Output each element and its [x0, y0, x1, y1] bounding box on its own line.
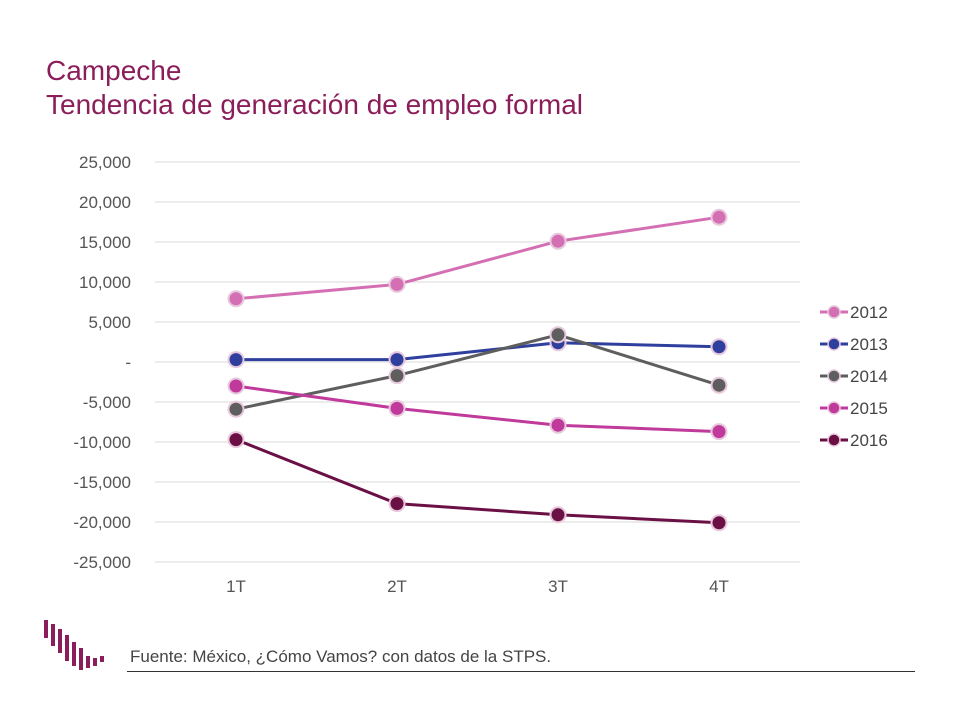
x-tick-label: 2T — [387, 577, 407, 596]
x-tick-label: 3T — [548, 577, 568, 596]
y-tick-label: -20,000 — [73, 513, 131, 532]
data-point-2014 — [388, 367, 406, 385]
data-point-2015 — [227, 377, 245, 395]
data-point-2012 — [227, 290, 245, 308]
series-line-2015 — [235, 384, 720, 434]
data-point-2014 — [227, 400, 245, 418]
data-point-2012 — [710, 208, 728, 226]
y-tick-label: 15,000 — [79, 233, 131, 252]
data-point-2015 — [388, 399, 406, 417]
title-line-2: Tendencia de generación de empleo formal — [46, 89, 584, 120]
y-tick-label: 5,000 — [88, 313, 131, 332]
series-line-2012 — [235, 215, 720, 301]
logo-icon — [44, 620, 104, 670]
y-tick-label: -15,000 — [73, 473, 131, 492]
data-point-2014 — [549, 326, 567, 344]
legend-label-2015: 2015 — [850, 399, 888, 418]
legend-swatch-marker — [827, 305, 841, 319]
legend-label-2012: 2012 — [850, 303, 888, 322]
legend-label-2013: 2013 — [850, 335, 888, 354]
data-point-2012 — [549, 232, 567, 250]
legend-swatch-marker — [827, 337, 841, 351]
y-tick-label: - — [125, 353, 131, 372]
x-tick-label: 4T — [709, 577, 729, 596]
y-tick-label: 10,000 — [79, 273, 131, 292]
data-point-2016 — [388, 495, 406, 513]
series-line-2014 — [235, 333, 720, 411]
data-point-2015 — [549, 416, 567, 434]
data-point-2013 — [227, 351, 245, 369]
y-tick-label: 25,000 — [79, 153, 131, 172]
source-note: Fuente: México, ¿Cómo Vamos? con datos d… — [130, 647, 552, 666]
data-point-2015 — [710, 423, 728, 441]
data-point-2013 — [388, 351, 406, 369]
legend-label-2014: 2014 — [850, 367, 888, 386]
legend-swatch-marker — [827, 369, 841, 383]
source-divider — [127, 671, 915, 672]
series-line-2016 — [235, 438, 720, 525]
data-point-2014 — [710, 376, 728, 394]
legend-swatch-marker — [827, 401, 841, 415]
data-point-2012 — [388, 275, 406, 293]
y-tick-label: -25,000 — [73, 553, 131, 572]
legend-label-2016: 2016 — [850, 431, 888, 450]
title-line-1: Campeche — [46, 55, 182, 86]
x-tick-label: 1T — [226, 577, 246, 596]
chart-title: Campeche Tendencia de generación de empl… — [46, 54, 583, 122]
data-point-2016 — [710, 514, 728, 532]
legend-swatch-marker — [827, 433, 841, 447]
y-tick-label: -5,000 — [83, 393, 131, 412]
series-line-2013 — [236, 341, 720, 362]
data-point-2016 — [227, 431, 245, 449]
y-tick-label: -10,000 — [73, 433, 131, 452]
data-point-2013 — [710, 338, 728, 356]
data-point-2016 — [549, 506, 567, 524]
y-tick-label: 20,000 — [79, 193, 131, 212]
